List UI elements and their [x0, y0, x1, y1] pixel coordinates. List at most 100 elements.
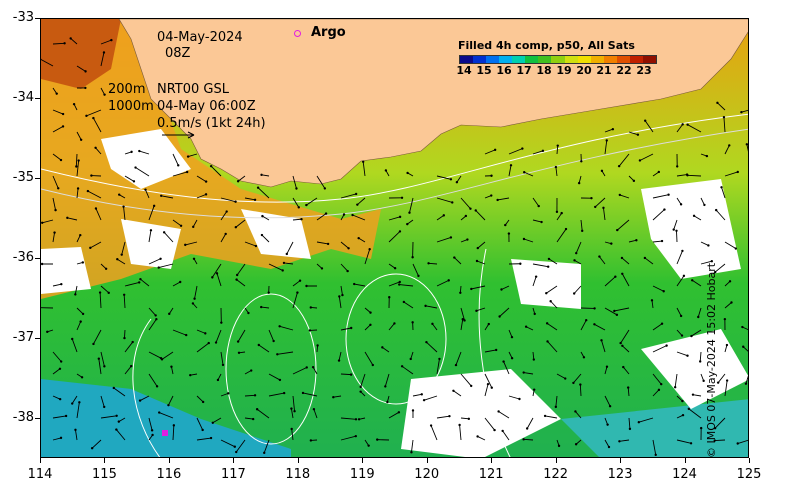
current-arrow — [579, 384, 582, 397]
current-arrow — [454, 257, 462, 265]
current-arrow — [556, 145, 559, 155]
current-arrow — [724, 171, 738, 177]
current-arrow-head — [557, 444, 561, 448]
current-arrow — [555, 395, 558, 407]
current-arrow — [546, 285, 558, 294]
current-arrow-head — [686, 174, 689, 177]
current-arrow — [399, 284, 414, 287]
current-arrow — [556, 373, 566, 379]
current-arrow-head — [699, 426, 703, 430]
current-arrow-head — [725, 379, 729, 382]
current-arrow — [313, 409, 318, 419]
current-arrow-head — [628, 427, 632, 431]
colorbar-swatch — [512, 56, 526, 63]
current-arrow — [292, 175, 297, 189]
current-arrow — [52, 153, 62, 161]
current-arrow — [196, 395, 204, 403]
current-arrow — [475, 210, 486, 221]
current-arrow — [215, 329, 222, 343]
current-arrow-head — [617, 164, 621, 168]
current-arrow-head — [580, 160, 583, 163]
current-arrow-head — [74, 428, 77, 432]
current-arrow-head — [698, 360, 702, 363]
lon-tick-label: 123 — [607, 467, 633, 482]
current-arrow — [262, 215, 270, 221]
current-arrow-head — [459, 291, 462, 295]
current-arrow-head — [376, 438, 379, 441]
current-arrow-head — [532, 358, 536, 361]
colorbar-swatch — [642, 56, 656, 63]
current-arrow-head — [78, 401, 81, 404]
cloud-gap — [121, 219, 181, 269]
current-arrow — [220, 211, 228, 221]
current-arrow — [410, 351, 414, 360]
current-arrow-head — [381, 346, 384, 349]
current-arrow-head — [267, 291, 270, 294]
current-arrow — [76, 160, 80, 177]
colorbar-swatch — [603, 56, 617, 63]
current-arrow-head — [605, 139, 608, 142]
current-arrow — [124, 365, 132, 375]
current-arrow-head — [75, 165, 78, 168]
current-arrow-head — [90, 447, 94, 450]
current-arrow — [741, 109, 748, 113]
current-arrow — [459, 424, 462, 441]
current-arrow-head — [522, 438, 525, 441]
current-arrow-head — [316, 344, 319, 347]
current-arrow-head — [155, 318, 158, 321]
current-arrow-head — [621, 272, 624, 275]
current-arrow — [621, 257, 630, 265]
argo-float-icon[interactable] — [162, 430, 168, 436]
current-arrow-head — [253, 394, 257, 397]
current-arrow — [140, 278, 150, 287]
current-arrow-head — [204, 332, 207, 335]
current-arrow-head — [424, 304, 427, 308]
current-arrow — [676, 329, 683, 336]
colorbar-tick-label: 21 — [596, 64, 612, 77]
current-arrow-head — [560, 211, 563, 215]
current-arrow-head — [667, 193, 670, 196]
current-arrow-head — [745, 143, 748, 146]
current-arrow — [302, 392, 318, 397]
current-arrow-head — [455, 181, 459, 184]
current-arrow — [687, 124, 702, 133]
current-arrow — [52, 415, 67, 419]
current-arrow — [76, 307, 84, 315]
colorbar-tick-label: 14 — [456, 64, 472, 77]
current-arrow-head — [681, 413, 685, 417]
current-arrow — [172, 219, 182, 227]
current-arrow — [477, 241, 486, 249]
current-arrow-head — [470, 287, 473, 291]
current-arrow-head — [728, 144, 731, 147]
current-arrow-head — [236, 180, 240, 183]
current-arrow — [676, 307, 682, 317]
current-arrow — [236, 263, 246, 276]
current-arrow — [236, 279, 246, 287]
current-vectors — [41, 37, 748, 457]
current-arrow — [100, 39, 112, 45]
cool-water-region-2 — [561, 399, 748, 457]
current-arrow-head — [714, 208, 718, 212]
current-arrow-head — [626, 386, 630, 389]
current-arrow — [652, 240, 663, 243]
current-arrow-head — [598, 255, 601, 258]
current-arrow-head — [236, 340, 240, 343]
current-arrow-head — [522, 237, 526, 241]
colorbar-swatch — [473, 56, 487, 63]
current-arrow — [268, 373, 281, 381]
current-arrow — [555, 167, 558, 177]
colorbar-swatch — [616, 56, 630, 63]
sst-map[interactable] — [40, 18, 749, 458]
current-arrow — [91, 439, 102, 449]
current-arrow-head — [679, 203, 683, 206]
current-arrow-head — [149, 229, 153, 232]
lon-tick-label: 116 — [156, 467, 182, 482]
current-arrow — [116, 429, 126, 441]
current-arrow-head — [337, 359, 341, 362]
current-arrow-head — [730, 301, 733, 304]
current-arrow — [42, 219, 54, 224]
current-arrow — [139, 150, 150, 155]
current-arrow-head — [144, 188, 147, 191]
current-arrow — [244, 197, 256, 201]
lon-tick-label: 120 — [414, 467, 440, 482]
